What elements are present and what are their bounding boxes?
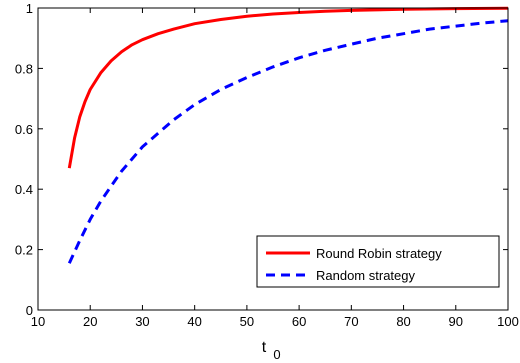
- y-tick-label: 0.2: [15, 243, 33, 258]
- legend-box: [256, 235, 500, 288]
- x-tick-label: 30: [135, 314, 149, 329]
- y-tick-label: 0.4: [15, 182, 33, 197]
- x-axis-label-subscript: 0: [273, 347, 280, 362]
- y-tick-label: 1: [26, 1, 33, 16]
- legend: Round Robin strategy Random strategy: [256, 235, 500, 288]
- x-tick-label: 40: [187, 314, 201, 329]
- series-line-round-robin: [67, 6, 509, 169]
- series-layer: [67, 6, 509, 264]
- x-tick-label: 60: [292, 314, 306, 329]
- ticks-layer: 10 20 30 40 50 60 70 80 90 100 0 0.2 0.4 0.6 0.8 1: [15, 1, 519, 329]
- x-tick-label: 100: [497, 314, 519, 329]
- x-axis-label: t 0: [262, 339, 281, 362]
- x-tick-label: 50: [240, 314, 254, 329]
- x-tick-label: 90: [449, 314, 463, 329]
- x-tick-label: 70: [344, 314, 358, 329]
- series-line-random: [67, 19, 509, 264]
- y-tick-label: 0.6: [15, 122, 33, 137]
- plot-frame: [37, 7, 509, 311]
- y-tick-label: 0.8: [15, 61, 33, 76]
- legend-label-random: Random strategy: [316, 268, 415, 283]
- x-tick-label: 80: [396, 314, 410, 329]
- y-tick-label: 0: [26, 303, 33, 318]
- x-tick-label: 10: [31, 314, 45, 329]
- x-axis-label-main: t: [262, 339, 267, 356]
- legend-label-round-robin: Round Robin strategy: [316, 246, 442, 261]
- x-tick-label: 20: [83, 314, 97, 329]
